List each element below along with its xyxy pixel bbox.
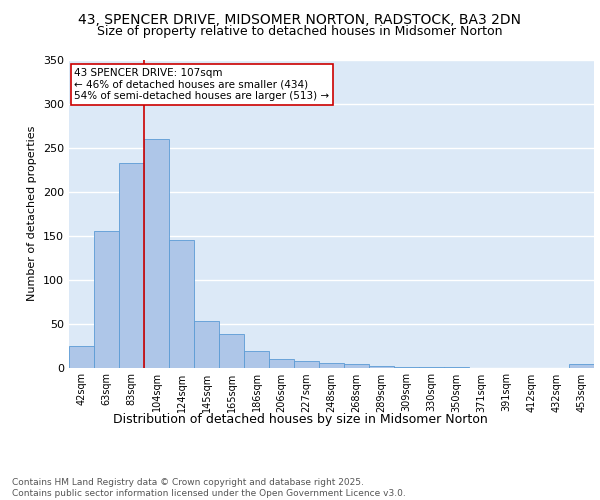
Text: Contains HM Land Registry data © Crown copyright and database right 2025.
Contai: Contains HM Land Registry data © Crown c… [12, 478, 406, 498]
Bar [569, 364, 594, 368]
Bar [119, 163, 144, 368]
Text: 43 SPENCER DRIVE: 107sqm
← 46% of detached houses are smaller (434)
54% of semi-: 43 SPENCER DRIVE: 107sqm ← 46% of detach… [74, 68, 329, 101]
Bar [194, 321, 219, 368]
Bar [419, 366, 444, 368]
Bar [444, 366, 469, 368]
Bar [294, 362, 319, 368]
Bar [319, 363, 344, 368]
Bar [219, 334, 244, 368]
Text: Distribution of detached houses by size in Midsomer Norton: Distribution of detached houses by size … [113, 412, 487, 426]
Text: Size of property relative to detached houses in Midsomer Norton: Size of property relative to detached ho… [97, 25, 503, 38]
Bar [69, 346, 94, 368]
Bar [269, 358, 294, 368]
Bar [394, 366, 419, 368]
Bar [144, 139, 169, 368]
Bar [344, 364, 369, 368]
Y-axis label: Number of detached properties: Number of detached properties [28, 126, 37, 302]
Bar [369, 366, 394, 368]
Text: 43, SPENCER DRIVE, MIDSOMER NORTON, RADSTOCK, BA3 2DN: 43, SPENCER DRIVE, MIDSOMER NORTON, RADS… [79, 12, 521, 26]
Bar [244, 351, 269, 368]
Bar [169, 240, 194, 368]
Bar [94, 232, 119, 368]
